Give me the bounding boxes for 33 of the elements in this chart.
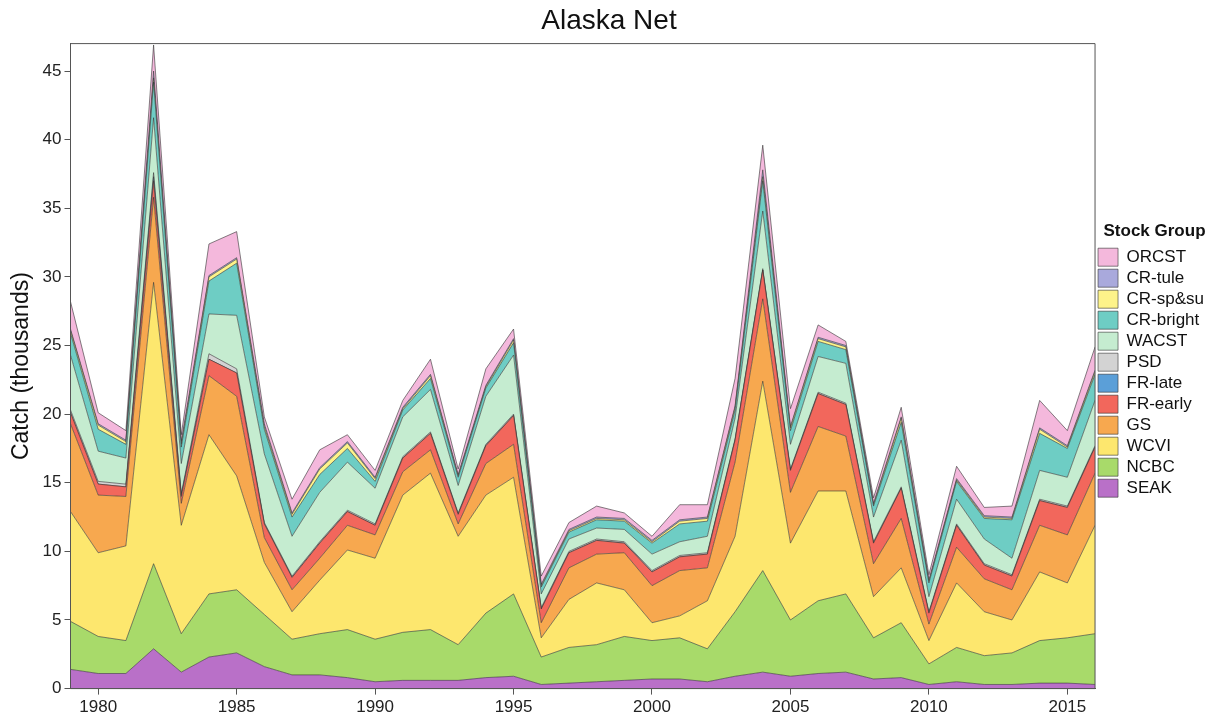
legend-label: CR-bright — [1126, 309, 1200, 329]
y-tick-label: 10 — [42, 541, 62, 561]
legend-label: SEAK — [1126, 477, 1173, 497]
y-axis-title: Catch (thousands) — [7, 272, 34, 461]
x-tick-label: 1980 — [79, 697, 118, 717]
y-tick-label: 30 — [42, 266, 62, 286]
x-tick-label: 1995 — [494, 697, 533, 717]
legend-label: WCVI — [1126, 435, 1171, 455]
legend-label: NCBC — [1126, 456, 1175, 476]
x-tick-label: 1985 — [217, 697, 256, 717]
y-tick-label: 15 — [42, 472, 62, 492]
legend-label: WACST — [1126, 330, 1188, 350]
x-tick-label: 2005 — [771, 697, 810, 717]
x-tick-label: 2000 — [633, 697, 671, 717]
y-tick-label: 20 — [42, 403, 62, 423]
y-tick-label: 0 — [52, 678, 62, 698]
y-tick-label: 25 — [42, 335, 62, 355]
legend-label: CR-tule — [1126, 267, 1185, 287]
y-tick-label: 40 — [42, 129, 62, 149]
y-tick-label: 5 — [52, 609, 62, 629]
legend-label: PSD — [1126, 351, 1162, 371]
y-tick-label: 45 — [42, 60, 62, 80]
x-tick-label: 2010 — [909, 697, 948, 717]
legend-title: Stock Group — [1103, 220, 1206, 240]
y-tick-label: 35 — [42, 197, 62, 217]
legend-label: GS — [1126, 414, 1152, 434]
x-tick-label: 2015 — [1048, 697, 1087, 717]
legend-label: FR-late — [1126, 372, 1183, 392]
legend-label: CR-sp&su — [1126, 288, 1205, 308]
chart-title: Alaska Net — [541, 3, 677, 35]
legend-label: FR-early — [1126, 393, 1193, 413]
x-tick-label: 1990 — [356, 697, 395, 717]
legend-label: ORCST — [1126, 246, 1187, 266]
